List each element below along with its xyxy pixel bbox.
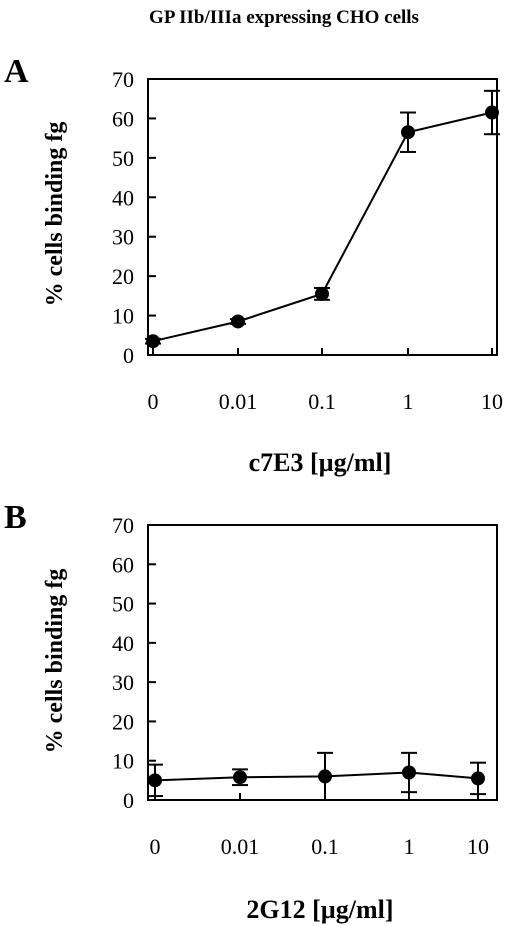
data-point (402, 765, 416, 780)
x-axis-label: c7E3 [µg/ml] (249, 448, 392, 477)
y-tick-label: 70 (112, 513, 134, 538)
x-axis-label: 2G12 [µg/ml] (246, 895, 393, 924)
data-point (233, 770, 247, 785)
data-point (148, 773, 162, 788)
y-tick-label: 40 (112, 631, 134, 656)
y-tick-label: 60 (112, 552, 134, 577)
data-point (231, 314, 245, 329)
y-tick-label: 50 (112, 146, 134, 171)
plot-frame (147, 78, 498, 356)
x-tick-label: 0 (148, 389, 159, 414)
data-point (318, 769, 332, 784)
x-tick-label: 10 (467, 834, 489, 859)
data-point (485, 105, 499, 120)
y-tick-label: 10 (112, 304, 134, 329)
y-tick-label: 30 (112, 225, 134, 250)
series-line (152, 111, 493, 343)
x-tick-label: 0.01 (221, 834, 260, 859)
x-tick-label: 1 (404, 834, 415, 859)
y-tick-label: 0 (123, 343, 134, 368)
y-tick-label: 0 (123, 788, 134, 813)
data-point (146, 334, 160, 349)
x-tick-label: 10 (481, 389, 503, 414)
data-point (471, 771, 485, 786)
y-tick-label: 30 (112, 670, 134, 695)
y-axis-label: % cells binding fg (42, 569, 68, 754)
x-tick-label: 1 (403, 389, 414, 414)
y-tick-label: 60 (112, 106, 134, 131)
x-tick-label: 0 (150, 834, 161, 859)
x-tick-label: 0.01 (219, 389, 258, 414)
y-axis-label: % cells binding fg (42, 122, 68, 307)
y-tick-label: 10 (112, 749, 134, 774)
figure-title: GP IIb/IIIa expressing CHO cells (149, 7, 419, 28)
y-tick-label: 20 (112, 264, 134, 289)
panel-b: B 0 10 20 30 40 50 60 70 0 0.01 0.1 1 10 % cells bindi… (4, 499, 498, 924)
x-tick-label: 0.1 (308, 389, 336, 414)
data-point (401, 125, 415, 140)
panel-letter: A (4, 53, 29, 90)
plot-frame (147, 524, 498, 801)
series-line (154, 771, 479, 782)
y-tick-label: 70 (112, 67, 134, 92)
panel-a: A 0 10 20 30 40 50 60 70 0 0.01 0.1 1 10 % cells bindi… (4, 53, 503, 477)
y-tick-label: 40 (112, 185, 134, 210)
y-tick-label: 20 (112, 709, 134, 734)
x-tick-label: 0.1 (311, 834, 339, 859)
y-tick-label: 50 (112, 592, 134, 617)
data-point (315, 286, 329, 301)
panel-letter: B (4, 499, 27, 536)
